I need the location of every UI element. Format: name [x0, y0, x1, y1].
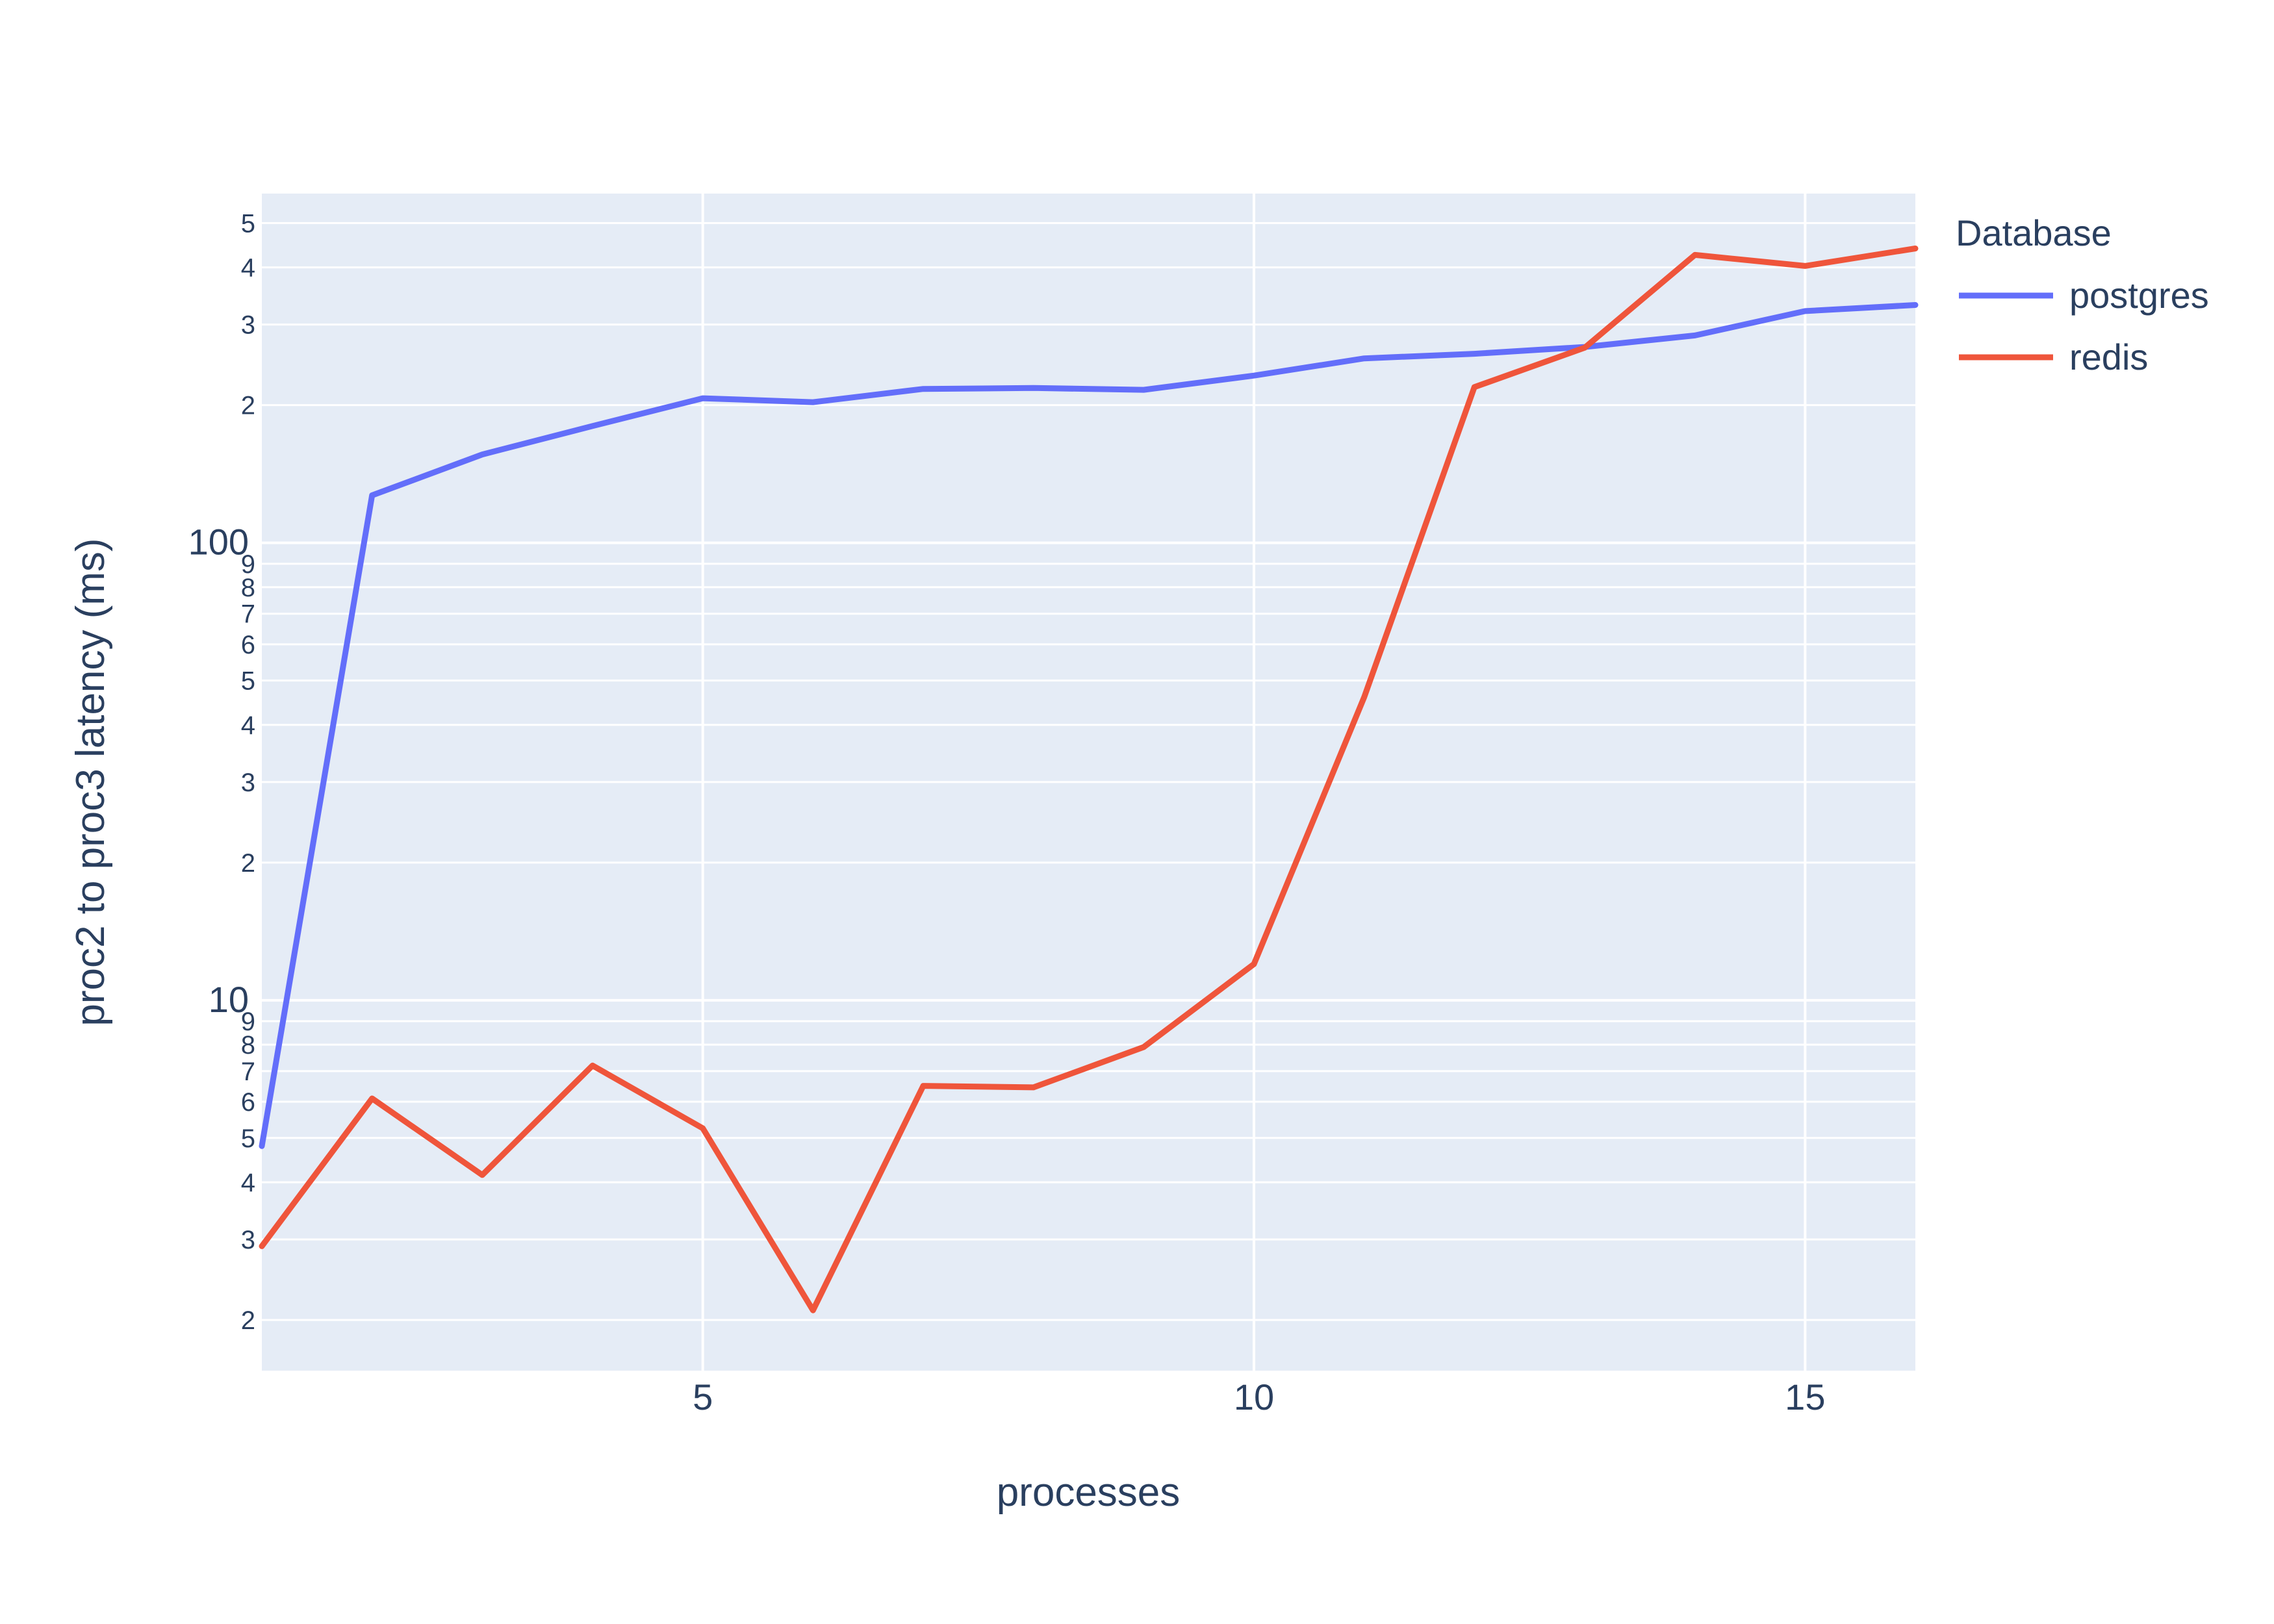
y-tick-label: 3 — [241, 1226, 255, 1254]
y-tick-label: 10 — [209, 979, 249, 1020]
y-tick-label: 4 — [241, 1169, 255, 1197]
y-tick-label: 3 — [241, 311, 255, 340]
series-lines — [259, 246, 1919, 1313]
y-tick-label: 2 — [241, 1306, 255, 1335]
legend-title: Database — [1956, 212, 2112, 253]
x-tick-label: 5 — [693, 1377, 713, 1417]
series-line-redis — [259, 246, 1919, 1313]
x-tick-labels: 5 10 15 — [693, 1377, 1825, 1417]
x-axis-title: processes — [997, 1470, 1181, 1515]
legend-label: postgres — [2069, 275, 2209, 316]
y-tick-label: 6 — [241, 1088, 255, 1117]
x-tick-label: 15 — [1785, 1377, 1825, 1417]
y-tick-label: 100 — [188, 522, 249, 563]
legend-item-redis[interactable]: redis — [1959, 336, 2148, 377]
legend-label: redis — [2069, 336, 2148, 377]
y-tick-label: 4 — [241, 711, 255, 740]
y-tick-label: 5 — [241, 209, 255, 238]
y-tick-label: 2 — [241, 849, 255, 878]
y-gridlines — [262, 222, 1915, 1321]
y-tick-label: 6 — [241, 631, 255, 659]
series-line-postgres — [259, 302, 1919, 1149]
y-tick-label: 9 — [241, 1008, 255, 1036]
legend-items: postgres redis — [1959, 275, 2209, 377]
y-tick-label: 9 — [241, 550, 255, 579]
y-tick-label: 8 — [241, 1031, 255, 1059]
y-tick-label: 3 — [241, 768, 255, 797]
y-tick-label: 5 — [241, 1124, 255, 1153]
legend: Database postgres redis — [1956, 212, 2209, 377]
legend-item-postgres[interactable]: postgres — [1959, 275, 2209, 316]
y-tick-label: 7 — [241, 600, 255, 629]
y-tick-label: 8 — [241, 574, 255, 602]
y-tick-label: 4 — [241, 254, 255, 283]
y-tick-label: 7 — [241, 1058, 255, 1086]
y-tick-label: 5 — [241, 667, 255, 696]
y-axis-title: proc2 to proc3 latency (ms) — [68, 538, 113, 1026]
y-tick-label: 2 — [241, 392, 255, 420]
x-tick-label: 10 — [1234, 1377, 1274, 1417]
